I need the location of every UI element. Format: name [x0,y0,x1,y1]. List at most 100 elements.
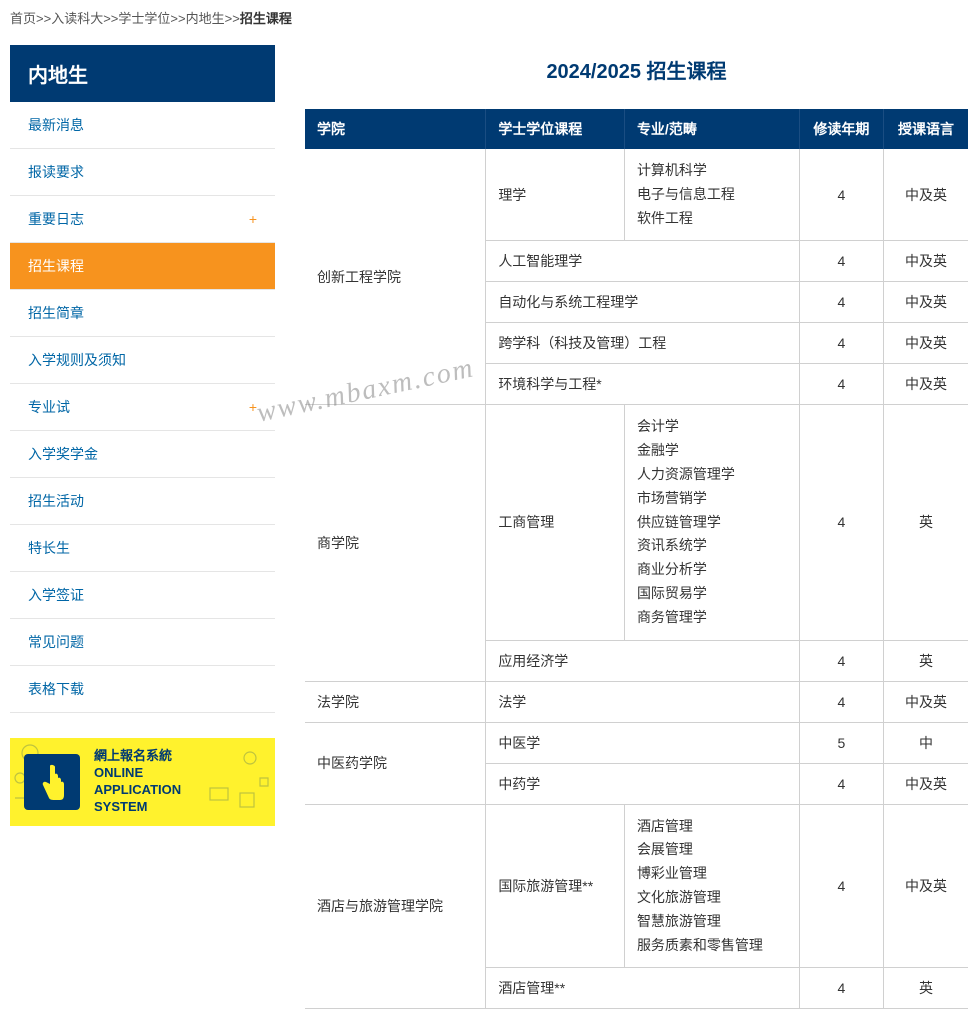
breadcrumb-sep: >> [225,11,240,26]
cell-lang: 中 [884,722,968,763]
cell-specs: 酒店管理会展管理博彩业管理文化旅游管理智慧旅游管理服务质素和零售管理 [624,804,799,968]
main-content: www.mbaxm.com 2024/2025 招生课程 学院学士学位课程专业/… [275,45,978,1009]
cell-degree: 环境科学与工程* [486,364,799,405]
cell-degree: 中医学 [486,722,799,763]
sidebar-item[interactable]: 入学奖学金 [10,431,275,478]
cell-specs: 计算机科学电子与信息工程软件工程 [624,149,799,241]
table-row: 商学院工商管理会计学金融学人力资源管理学市场营销学供应链管理学资讯系统学商业分析… [305,405,968,640]
cell-degree: 酒店管理** [486,968,799,1009]
cell-degree: 国际旅游管理** [486,804,625,968]
table-row: 中医药学院中医学5中 [305,722,968,763]
cell-year: 4 [799,681,883,722]
cell-lang: 中及英 [884,149,968,241]
cell-year: 4 [799,149,883,241]
sidebar-item[interactable]: 常见问题 [10,619,275,666]
sidebar-item-label: 表格下载 [28,679,84,699]
sidebar-item-label: 专业试 [28,397,70,417]
sidebar-item[interactable]: 报读要求 [10,149,275,196]
table-row: 酒店与旅游管理学院国际旅游管理**酒店管理会展管理博彩业管理文化旅游管理智慧旅游… [305,804,968,968]
sidebar-item[interactable]: 入学签证 [10,572,275,619]
cell-degree: 中药学 [486,763,799,804]
sidebar-item-label: 入学签证 [28,585,84,605]
cell-school: 商学院 [305,405,486,681]
sidebar-item[interactable]: 特长生 [10,525,275,572]
expand-icon: + [249,399,257,415]
table-header: 修读年期 [799,109,883,149]
sidebar-item-label: 入学规则及须知 [28,350,126,370]
cell-year: 4 [799,804,883,968]
breadcrumb: 首页>>入读科大>>学士学位>>内地生>>招生课程 [0,0,978,35]
sidebar: 内地生 最新消息报读要求重要日志 + 招生课程招生简章入学规则及须知专业试 + 入学奖学… [10,45,275,1009]
breadcrumb-link[interactable]: 入读科大 [51,11,103,26]
sidebar-item[interactable]: 重要日志 + [10,196,275,243]
cell-degree: 人工智能理学 [486,241,799,282]
table-row: 法学院法学4中及英 [305,681,968,722]
sidebar-item[interactable]: 专业试 + [10,384,275,431]
cell-year: 4 [799,640,883,681]
breadcrumb-link[interactable]: 学士学位 [118,11,170,26]
sidebar-item-label: 特长生 [28,538,70,558]
cell-degree: 自动化与系统工程理学 [486,282,799,323]
table-header: 专业/范畴 [624,109,799,149]
sidebar-item-label: 入学奖学金 [28,444,98,464]
sidebar-item[interactable]: 招生活动 [10,478,275,525]
breadcrumb-current: 招生课程 [240,11,292,26]
cell-lang: 中及英 [884,681,968,722]
cell-lang: 英 [884,640,968,681]
cell-year: 4 [799,323,883,364]
cell-lang: 中及英 [884,804,968,968]
sidebar-item-label: 最新消息 [28,115,84,135]
table-header: 授课语言 [884,109,968,149]
cell-lang: 中及英 [884,282,968,323]
cell-lang: 中及英 [884,763,968,804]
sidebar-item[interactable]: 入学规则及须知 [10,337,275,384]
table-row: 创新工程学院理学计算机科学电子与信息工程软件工程4中及英 [305,149,968,241]
sidebar-item-label: 招生课程 [28,256,84,276]
sidebar-item[interactable]: 招生课程 [10,243,275,290]
banner-text: 網上報名系統 ONLINE APPLICATION SYSTEM [94,748,181,816]
expand-icon: + [249,211,257,227]
cell-degree: 工商管理 [486,405,625,640]
sidebar-header: 内地生 [10,45,275,102]
cell-lang: 英 [884,405,968,640]
table-header: 学士学位课程 [486,109,625,149]
cell-school: 创新工程学院 [305,149,486,405]
sidebar-item[interactable]: 最新消息 [10,102,275,149]
sidebar-item-label: 报读要求 [28,162,84,182]
breadcrumb-sep: >> [170,11,185,26]
cell-degree: 法学 [486,681,799,722]
cell-degree: 理学 [486,149,625,241]
cell-year: 4 [799,405,883,640]
cell-lang: 英 [884,968,968,1009]
cell-year: 4 [799,364,883,405]
breadcrumb-link[interactable]: 内地生 [186,11,225,26]
cell-school: 中医药学院 [305,722,486,804]
sidebar-item-label: 重要日志 [28,209,84,229]
sidebar-item[interactable]: 表格下载 [10,666,275,713]
cell-year: 4 [799,763,883,804]
cell-degree: 应用经济学 [486,640,799,681]
table-header: 学院 [305,109,486,149]
breadcrumb-sep: >> [103,11,118,26]
cell-school: 法学院 [305,681,486,722]
cell-year: 4 [799,968,883,1009]
cell-year: 4 [799,282,883,323]
cell-year: 5 [799,722,883,763]
sidebar-item-label: 招生活动 [28,491,84,511]
page-title: 2024/2025 招生课程 [305,55,968,84]
breadcrumb-link[interactable]: 首页 [10,11,36,26]
cell-specs: 会计学金融学人力资源管理学市场营销学供应链管理学资讯系统学商业分析学国际贸易学商… [624,405,799,640]
sidebar-item[interactable]: 招生简章 [10,290,275,337]
breadcrumb-sep: >> [36,11,51,26]
programs-table: 学院学士学位课程专业/范畴修读年期授课语言 创新工程学院理学计算机科学电子与信息… [305,109,968,1009]
cell-lang: 中及英 [884,241,968,282]
cell-lang: 中及英 [884,323,968,364]
cell-lang: 中及英 [884,364,968,405]
pointer-icon [24,754,80,810]
cell-school: 酒店与旅游管理学院 [305,804,486,1009]
sidebar-item-label: 招生简章 [28,303,84,323]
online-application-banner[interactable]: 網上報名系統 ONLINE APPLICATION SYSTEM [10,738,275,826]
cell-year: 4 [799,241,883,282]
sidebar-item-label: 常见问题 [28,632,84,652]
cell-degree: 跨学科（科技及管理）工程 [486,323,799,364]
